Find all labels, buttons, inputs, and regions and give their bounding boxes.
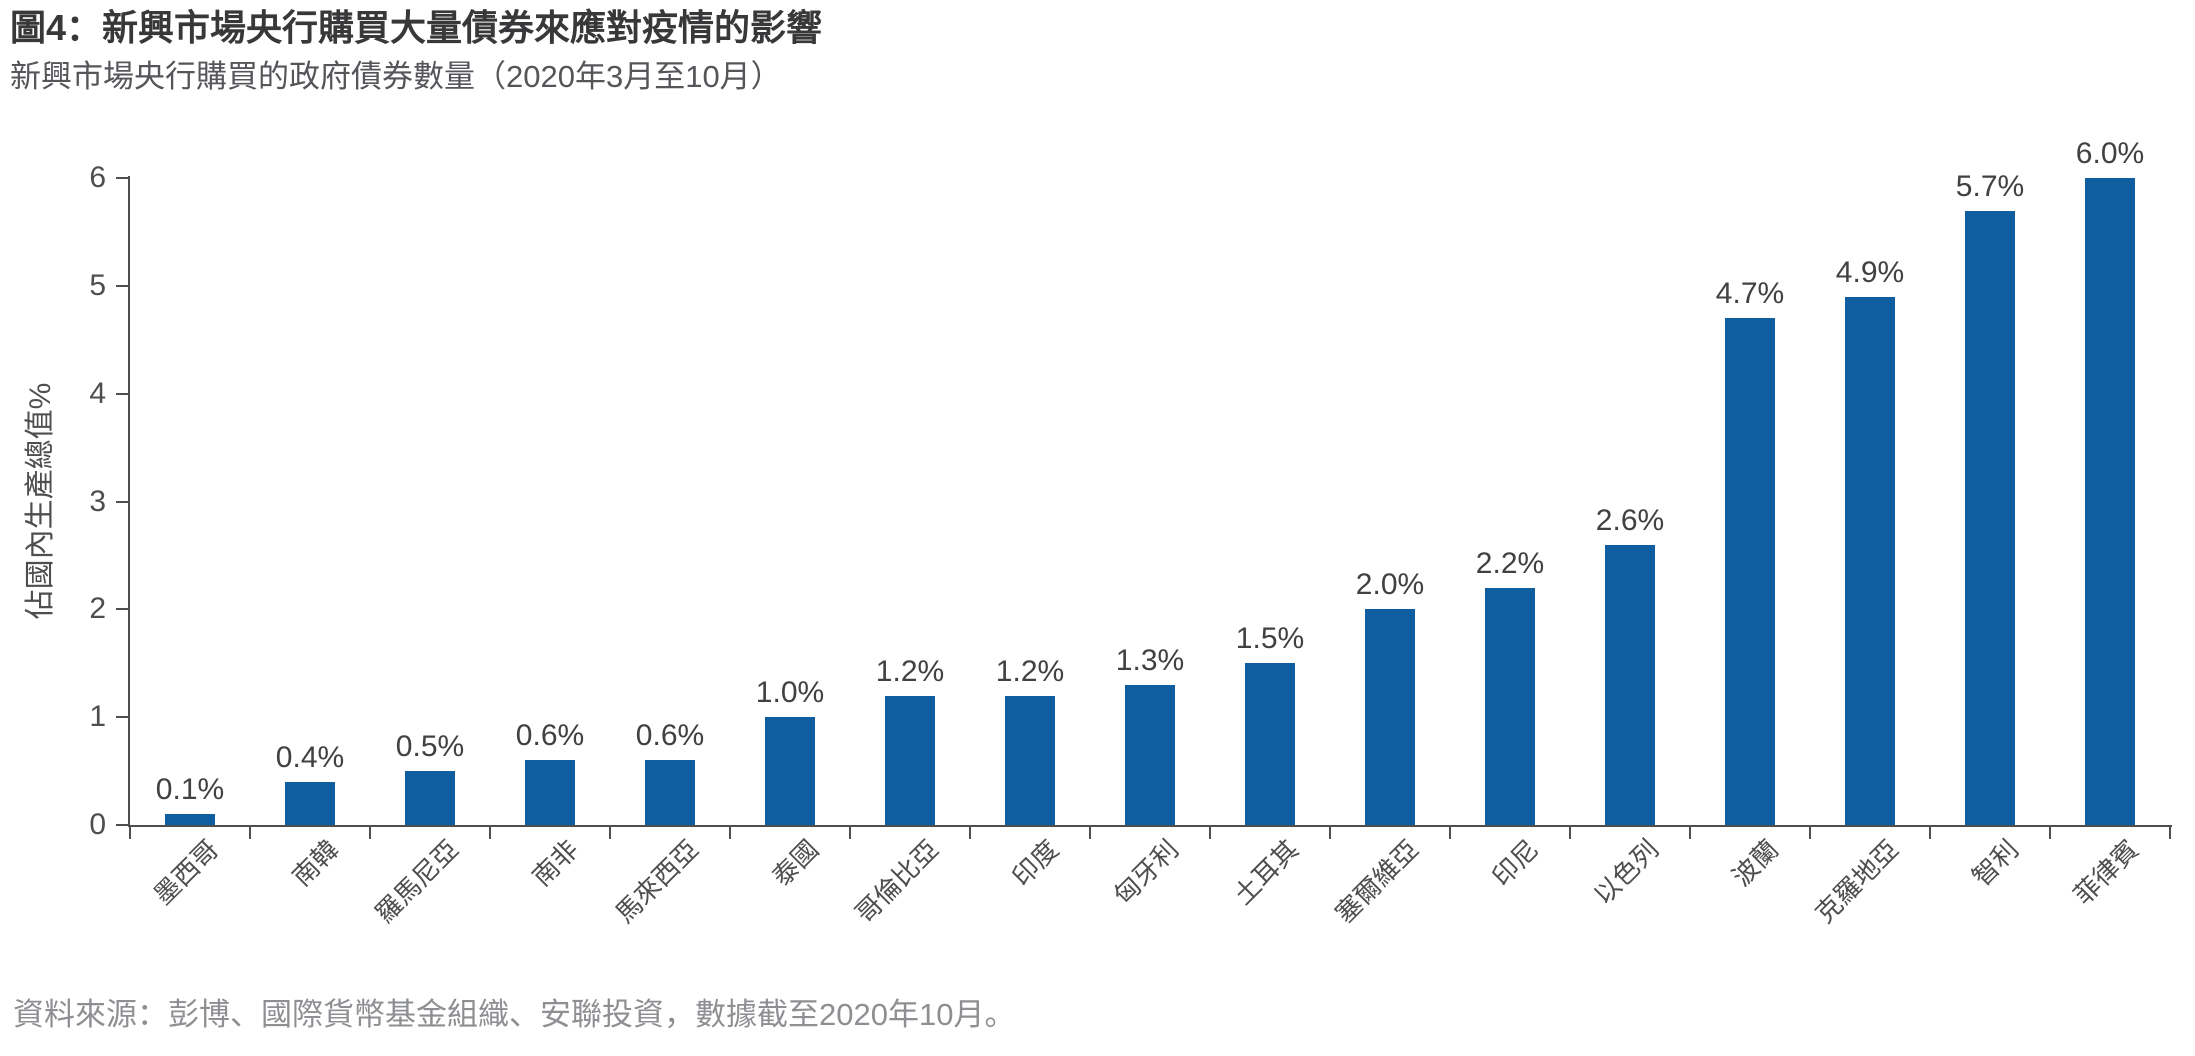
- x-category-label: 土耳其: [1227, 834, 1305, 911]
- x-tick: [1089, 826, 1091, 839]
- bar: [1485, 588, 1535, 825]
- bar-value-label: 0.5%: [395, 730, 465, 763]
- bar: [765, 717, 815, 825]
- y-axis-line: [128, 176, 130, 827]
- bar-value-label: 6.0%: [2075, 137, 2145, 170]
- bar-value-label: 1.3%: [1115, 644, 1185, 677]
- bar-value-label: 1.2%: [995, 655, 1065, 688]
- bar: [885, 696, 935, 825]
- x-tick: [969, 826, 971, 839]
- bar: [1845, 297, 1895, 825]
- bar: [285, 782, 335, 825]
- x-tick: [2049, 826, 2051, 839]
- bar-value-label: 0.6%: [515, 719, 585, 752]
- x-category-label: 克羅地亞: [1809, 834, 1905, 929]
- x-category-label: 塞爾維亞: [1329, 834, 1425, 929]
- bar: [2085, 178, 2135, 825]
- y-tick-label: 6: [89, 161, 106, 194]
- y-tick-label: 4: [89, 377, 106, 410]
- bar-value-label: 5.7%: [1955, 170, 2025, 203]
- bar: [1365, 609, 1415, 825]
- x-tick: [1209, 826, 1211, 839]
- x-tick: [1329, 826, 1331, 839]
- bar-value-label: 0.6%: [635, 719, 705, 752]
- y-tick-label: 2: [89, 592, 106, 625]
- y-tick: [116, 177, 129, 179]
- bar-value-label: 1.5%: [1235, 622, 1305, 655]
- x-category-label: 以色列: [1587, 834, 1665, 911]
- y-tick: [116, 716, 129, 718]
- y-axis-title: 佔國內生產總值%: [24, 382, 57, 620]
- bar-value-label: 0.1%: [155, 773, 225, 806]
- bar-value-label: 2.0%: [1355, 568, 1425, 601]
- y-tick: [116, 393, 129, 395]
- bar: [525, 760, 575, 825]
- bar: [405, 771, 455, 825]
- bar-value-label: 2.6%: [1595, 504, 1665, 537]
- y-tick-label: 3: [89, 485, 106, 518]
- x-tick: [489, 826, 491, 839]
- bar-value-label: 1.2%: [875, 655, 945, 688]
- bar: [645, 760, 695, 825]
- bar: [1125, 685, 1175, 825]
- chart-title: 圖4：新興市場央行購買大量債券來應對疫情的影響: [10, 7, 823, 48]
- x-tick: [1929, 826, 1931, 839]
- bar: [1605, 545, 1655, 825]
- bar: [1005, 696, 1055, 825]
- x-category-label: 印尼: [1486, 834, 1545, 892]
- bar-value-label: 1.0%: [755, 676, 825, 709]
- bar-value-label: 4.7%: [1715, 277, 1785, 310]
- x-category-label: 智利: [1966, 834, 2025, 892]
- x-tick: [249, 826, 251, 839]
- bar: [1725, 318, 1775, 825]
- x-tick: [1449, 826, 1451, 839]
- x-tick: [1569, 826, 1571, 839]
- y-tick-label: 0: [89, 808, 106, 841]
- x-tick: [849, 826, 851, 839]
- bar-value-label: 2.2%: [1475, 547, 1545, 580]
- y-tick-label: 1: [89, 700, 106, 733]
- x-tick: [129, 826, 131, 839]
- bar: [1965, 211, 2015, 825]
- chart-subtitle: 新興市場央行購買的政府債券數量（2020年3月至10月）: [10, 59, 782, 94]
- y-tick: [116, 824, 129, 826]
- x-category-label: 波蘭: [1726, 834, 1785, 892]
- x-tick: [1689, 826, 1691, 839]
- y-tick-label: 5: [89, 269, 106, 302]
- y-tick: [116, 285, 129, 287]
- x-tick: [369, 826, 371, 839]
- bar-value-label: 0.4%: [275, 741, 345, 774]
- y-tick: [116, 501, 129, 503]
- x-category-label: 菲律賓: [2067, 834, 2145, 911]
- x-tick: [609, 826, 611, 839]
- bar: [1245, 663, 1295, 825]
- source-note: 資料來源：彭博、國際貨幣基金組織、安聯投資，數據截至2020年10月。: [13, 997, 1016, 1032]
- y-tick: [116, 608, 129, 610]
- x-tick: [2169, 826, 2171, 839]
- x-tick: [729, 826, 731, 839]
- bar: [165, 814, 215, 825]
- bar-value-label: 4.9%: [1835, 256, 1905, 289]
- x-axis-line: [128, 825, 2172, 827]
- x-tick: [1809, 826, 1811, 839]
